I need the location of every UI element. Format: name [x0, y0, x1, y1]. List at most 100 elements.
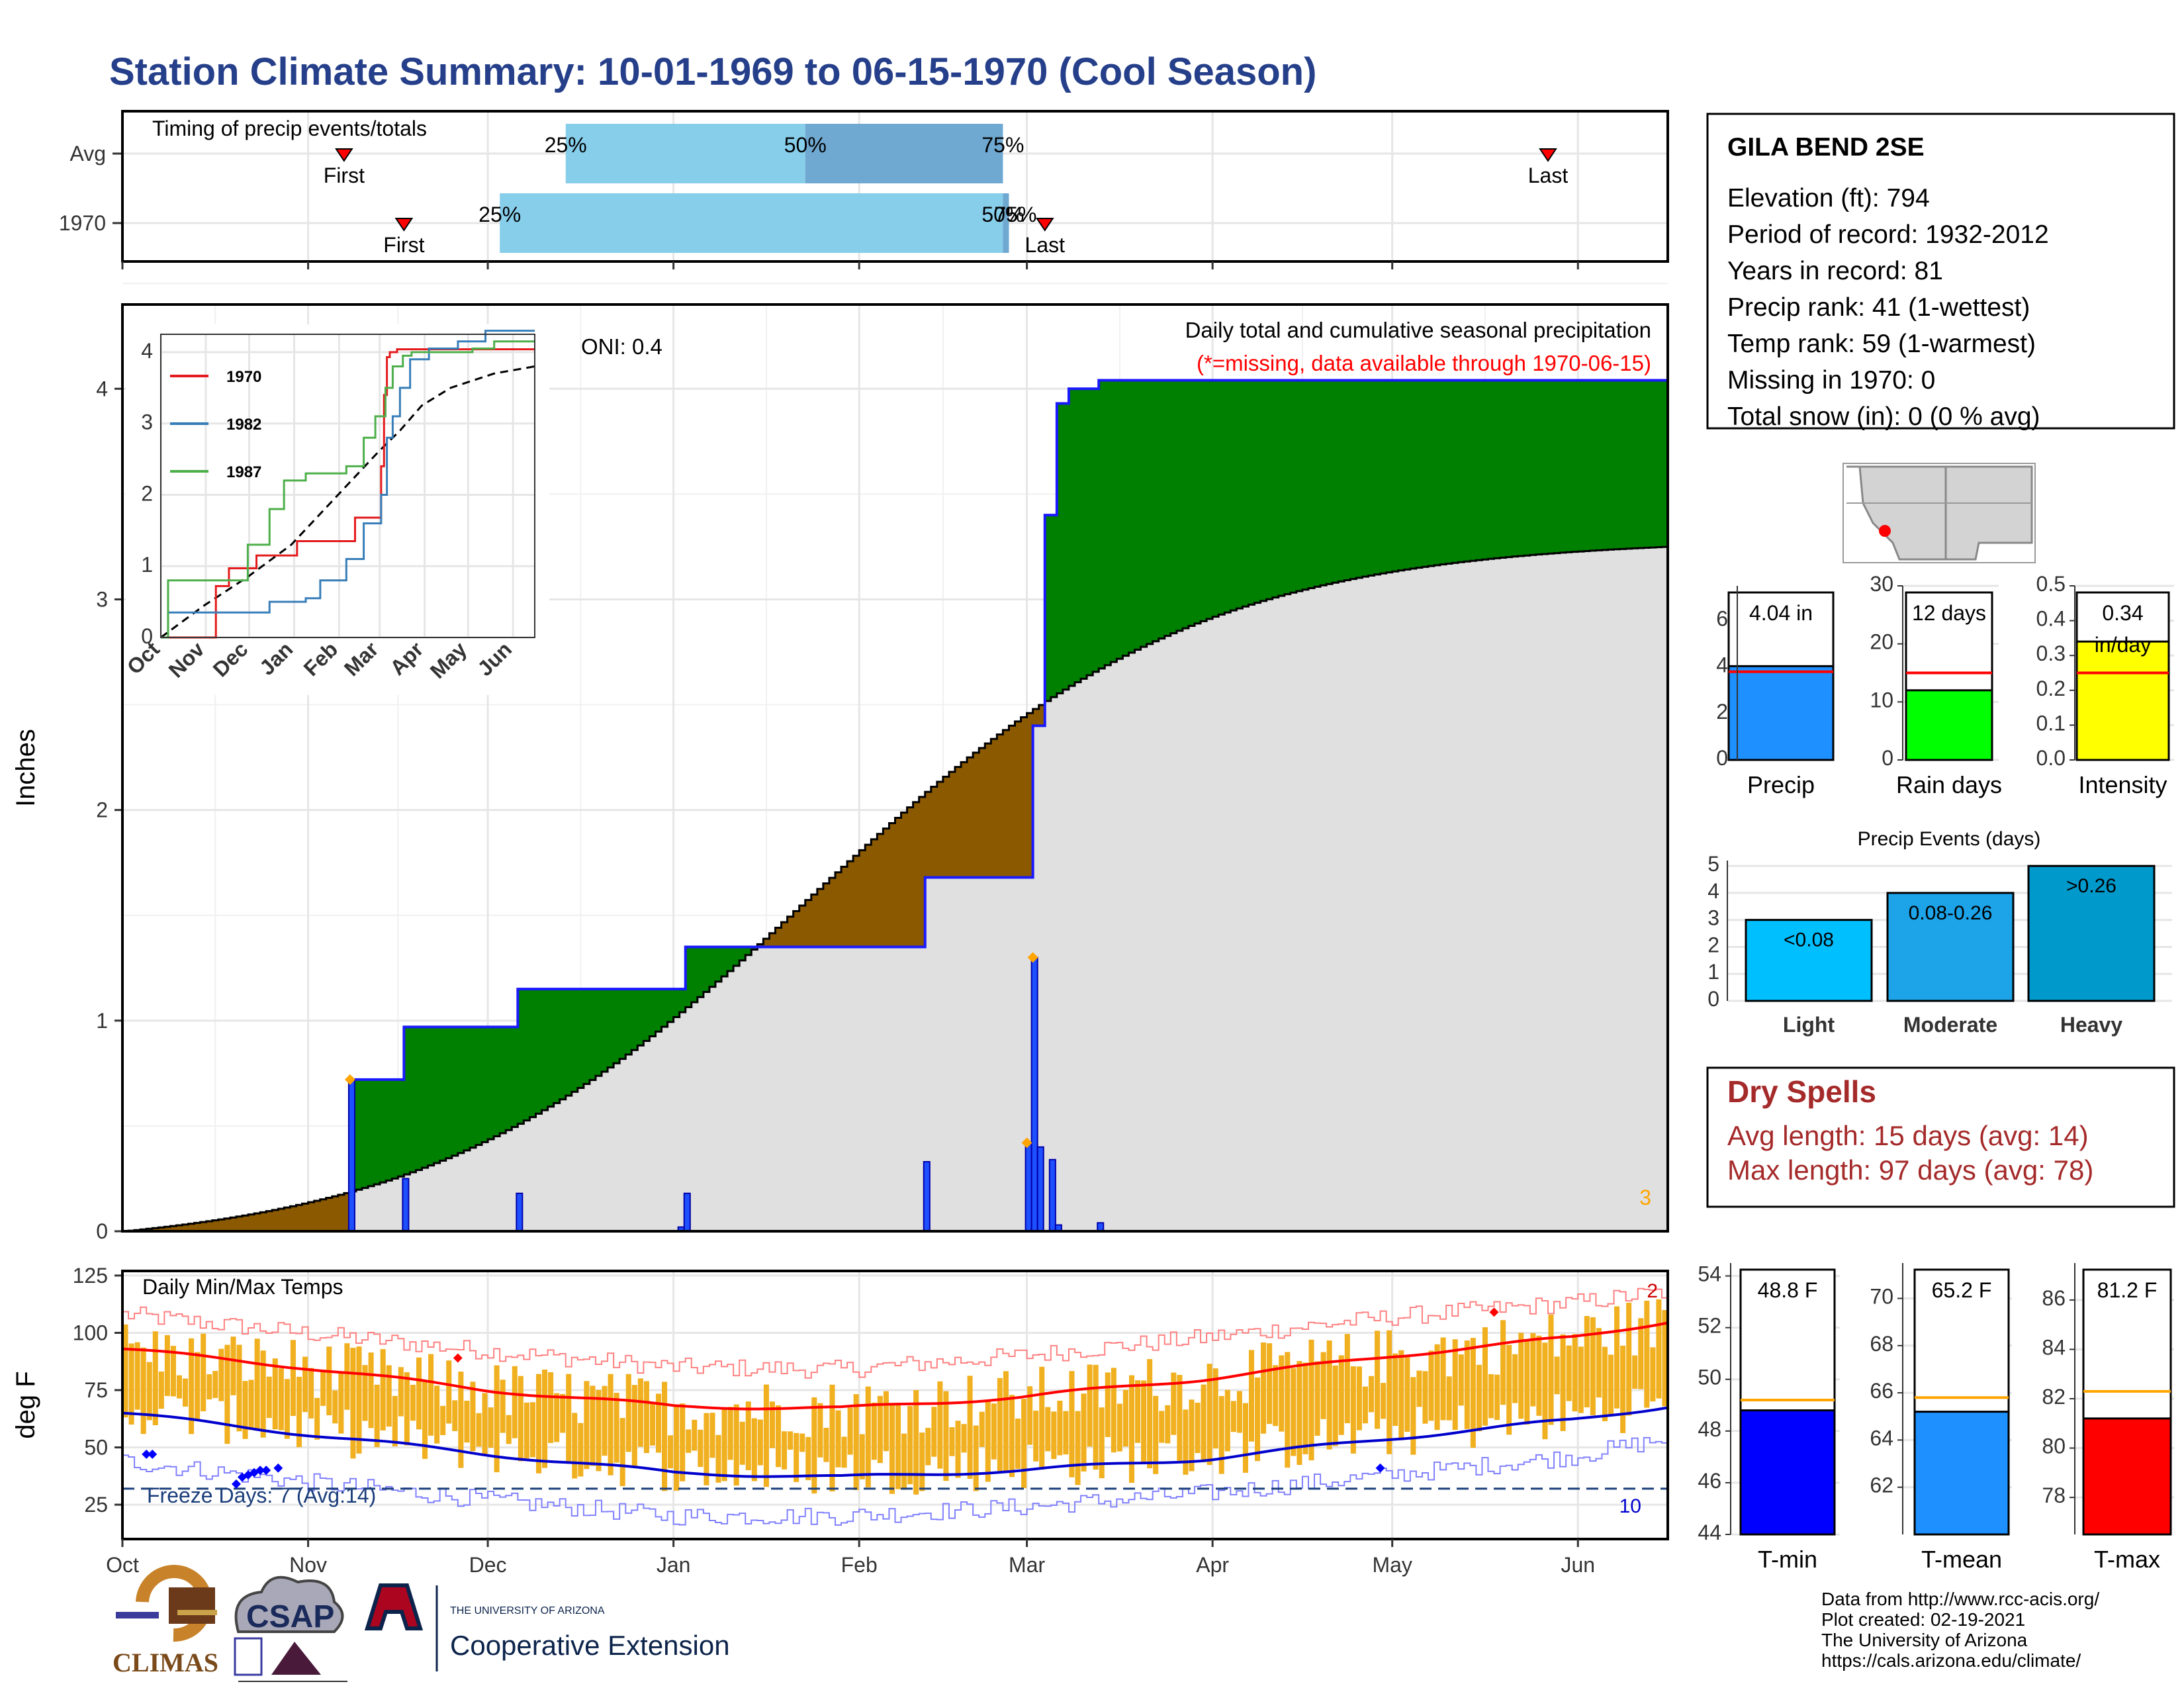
- above-avg-fill: [1087, 389, 1093, 676]
- p50-label: 50%: [981, 203, 1024, 226]
- daily-temp-bar: [1273, 1365, 1279, 1427]
- daily-temp-bar: [704, 1413, 709, 1485]
- svg-text:CLIMAS: CLIMAS: [113, 1648, 218, 1677]
- daily-temp-bar: [529, 1402, 535, 1458]
- oni-label: ONI: 0.4: [581, 334, 662, 359]
- below-avg-fill: [793, 911, 800, 947]
- above-avg-fill: [1044, 515, 1052, 702]
- daily-temp-bar: [1614, 1306, 1620, 1409]
- climas-logo: CLIMAS: [113, 1565, 218, 1677]
- freeze-marker: [273, 1463, 283, 1473]
- mini-chart-label: Rain days: [1896, 771, 2002, 798]
- above-avg-fill: [422, 1027, 429, 1168]
- below-avg-fill: [823, 883, 830, 947]
- p25-label: 25%: [545, 133, 587, 157]
- daily-temp-bar: [788, 1431, 794, 1450]
- daily-temp-bar: [206, 1374, 212, 1400]
- above-avg-fill: [1446, 380, 1453, 564]
- daily-temp-bar: [847, 1407, 853, 1455]
- below-avg-fill: [991, 739, 997, 878]
- below-avg-fill: [901, 812, 908, 947]
- mini-y-tick: 20: [1870, 630, 1893, 654]
- daily-temp-bar: [1087, 1364, 1093, 1447]
- above-avg-fill: [386, 1079, 392, 1181]
- daily-temp-bar: [398, 1367, 404, 1417]
- daily-temp-bar: [146, 1362, 152, 1421]
- daily-temp-bar: [272, 1358, 278, 1430]
- daily-temp-bar: [128, 1343, 134, 1425]
- daily-temp-bar: [1297, 1361, 1302, 1466]
- station-line: Elevation (ft): 794: [1727, 184, 1930, 212]
- temperature-summary-charts: 44 46 48 50 52 54 48.8 F T-min 62 64 66 68 70 65.2 F T…: [1698, 1262, 2174, 1573]
- value-bar: [1727, 665, 1835, 761]
- mini-chart-label: Precip: [1747, 771, 1815, 798]
- mini-y-tick: 62: [1870, 1474, 1893, 1497]
- above-avg-fill: [577, 989, 584, 1088]
- event-bar: [2027, 865, 2156, 1002]
- timing-row-label: Avg: [69, 142, 106, 165]
- daily-temp-bar: [1009, 1395, 1015, 1477]
- station-location-marker: [1879, 525, 1891, 537]
- above-avg-fill: [571, 989, 578, 1092]
- below-avg-fill: [338, 1194, 345, 1231]
- daily-temp-bar: [1338, 1355, 1344, 1435]
- daily-temp-bar: [1212, 1368, 1218, 1449]
- above-avg-fill: [1374, 380, 1381, 575]
- daily-temp-bar: [1302, 1362, 1308, 1454]
- above-avg-fill: [1506, 380, 1513, 557]
- above-avg-fill: [1230, 380, 1237, 611]
- above-avg-fill: [721, 947, 728, 976]
- above-avg-fill: [355, 1079, 363, 1190]
- above-avg-fill: [1578, 380, 1584, 552]
- event-bar: [1745, 919, 1873, 1002]
- daily-temp-bar: [296, 1376, 302, 1448]
- daily-temp-bar: [1578, 1346, 1584, 1413]
- below-avg-fill: [961, 762, 968, 878]
- timing-panel-label: Timing of precip events/totals: [152, 117, 427, 140]
- daily-temp-bar: [278, 1368, 284, 1430]
- above-avg-fill: [1452, 380, 1459, 563]
- above-avg-fill: [1266, 380, 1273, 600]
- above-avg-fill: [1476, 380, 1483, 561]
- inset-frame: [160, 334, 535, 638]
- daily-temp-bar: [655, 1393, 662, 1453]
- mini-y-tick: 4: [1716, 653, 1728, 677]
- above-avg-fill: [685, 947, 692, 1008]
- above-avg-fill: [1260, 380, 1267, 601]
- below-avg-fill: [182, 1224, 189, 1231]
- daily-temp-bar: [1381, 1383, 1387, 1419]
- daily-temp-bar: [1081, 1393, 1087, 1472]
- daily-temp-bar: [1638, 1318, 1644, 1389]
- daily-temp-bar: [284, 1379, 290, 1439]
- below-avg-fill: [829, 878, 836, 947]
- mini-y-tick: 44: [1698, 1521, 1721, 1544]
- timing-row-label: 1970: [59, 211, 106, 235]
- daily-temp-bar: [518, 1376, 523, 1462]
- daily-temp-bar: [721, 1407, 727, 1481]
- daily-temp-bar: [769, 1401, 775, 1448]
- daily-precip-bar: [402, 1178, 410, 1233]
- above-avg-fill: [494, 1027, 500, 1137]
- daily-temp-bar: [506, 1415, 512, 1444]
- above-avg-fill: [482, 1027, 488, 1143]
- daily-temp-bar: [865, 1386, 871, 1487]
- daily-temp-bar: [608, 1374, 614, 1476]
- daily-temp-bar: [158, 1371, 164, 1409]
- daily-temp-bar: [195, 1352, 201, 1421]
- inset-y-tick: 2: [141, 481, 153, 505]
- below-avg-fill: [1032, 709, 1040, 726]
- mini-y-tick: 0.2: [2036, 677, 2066, 700]
- above-avg-fill: [1572, 380, 1578, 552]
- y-tick-label: 0: [96, 1219, 108, 1243]
- above-avg-fill: [1176, 380, 1183, 631]
- mini-y-tick: 70: [1870, 1284, 1893, 1308]
- event-category-label: Light: [1783, 1013, 1835, 1037]
- daily-temp-bar: [410, 1384, 416, 1421]
- below-avg-fill: [913, 802, 920, 947]
- daily-precip-bar: [1030, 957, 1038, 1232]
- daily-temp-bar: [1506, 1344, 1512, 1435]
- below-avg-fill: [907, 807, 914, 947]
- daily-temp-bar: [535, 1374, 542, 1474]
- mini-chart-label: T-max: [2094, 1546, 2160, 1573]
